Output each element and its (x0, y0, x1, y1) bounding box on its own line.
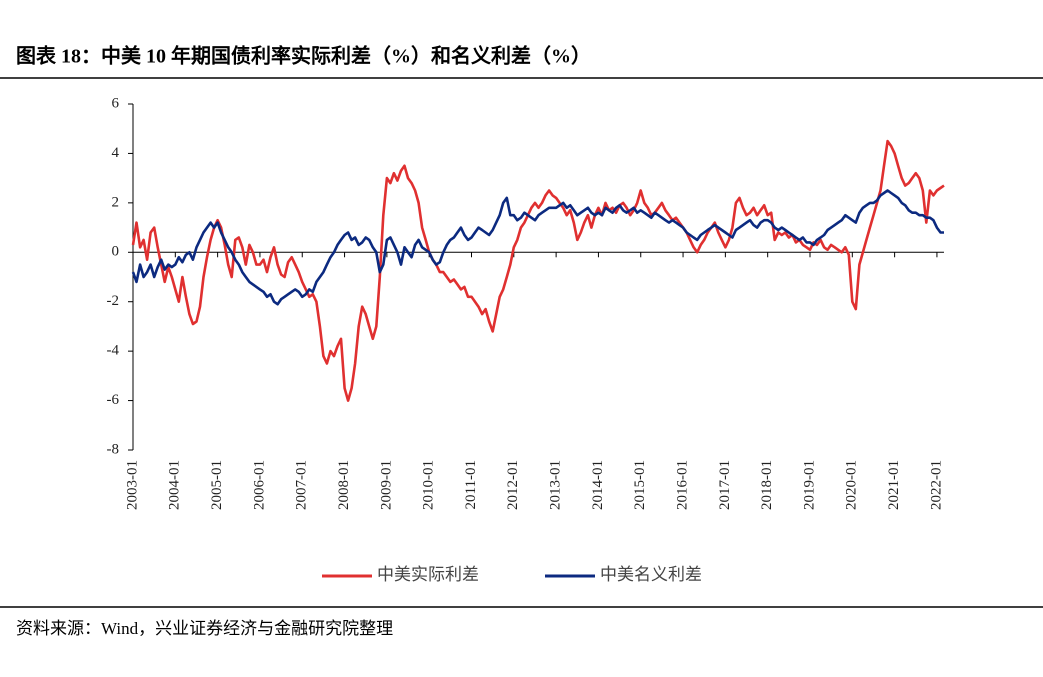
x-tick-label: 2021-01 (886, 460, 902, 510)
x-tick-label: 2010-01 (421, 460, 437, 510)
y-tick-label: 6 (112, 95, 120, 111)
x-tick-label: 2022-01 (928, 460, 944, 510)
chart-title: 图表 18：中美 10 年期国债利率实际利差（%）和名义利差（%） (16, 44, 591, 68)
x-tick-label: 2015-01 (632, 460, 648, 510)
x-tick-label: 2014-01 (590, 460, 606, 510)
x-tick-label: 2005-01 (209, 460, 225, 510)
legend-label: 中美实际利差 (377, 565, 479, 584)
x-tick-label: 2004-01 (167, 460, 183, 510)
x-tick-label: 2020-01 (844, 460, 860, 510)
series-line (131, 139, 945, 402)
y-tick-label: 4 (112, 145, 120, 161)
x-tick-label: 2019-01 (801, 460, 817, 510)
x-tick-label: 2016-01 (674, 460, 690, 510)
x-tick-label: 2012-01 (505, 460, 521, 510)
y-tick-label: 2 (112, 194, 120, 210)
x-tick-label: 2003-01 (124, 460, 140, 510)
x-tick-label: 2006-01 (251, 460, 267, 510)
y-tick-label: -4 (107, 343, 120, 359)
x-tick-label: 2009-01 (378, 460, 394, 510)
y-tick-label: -8 (107, 441, 120, 457)
y-tick-label: -2 (107, 293, 120, 309)
series-line (131, 189, 944, 306)
y-tick-label: -6 (107, 392, 120, 408)
legend-label: 中美名义利差 (600, 565, 702, 584)
x-tick-label: 2011-01 (463, 460, 479, 509)
x-tick-label: 2018-01 (759, 460, 775, 510)
x-tick-label: 2017-01 (717, 460, 733, 510)
x-tick-label: 2008-01 (336, 460, 352, 510)
y-tick-label: 0 (112, 244, 120, 260)
x-tick-label: 2007-01 (294, 460, 310, 510)
source: 资料来源：Wind，兴业证券经济与金融研究院整理 (16, 619, 393, 638)
x-tick-label: 2013-01 (548, 460, 564, 510)
